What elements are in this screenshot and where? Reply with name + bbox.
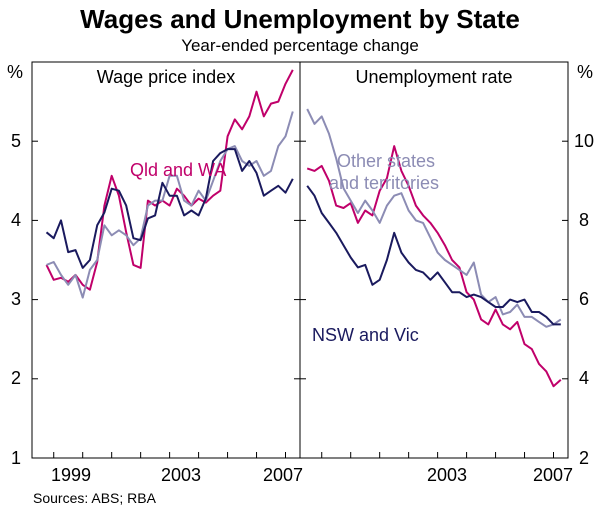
label-other-states-line2: and territories — [329, 173, 439, 193]
series-line-qld-and-wa — [45, 69, 294, 291]
left-y-tick: 3 — [11, 289, 21, 309]
panel-title-unemployment: Unemployment rate — [355, 67, 512, 87]
series-line-nsw-and-vic — [306, 185, 561, 326]
left-y-tick: 4 — [11, 210, 21, 230]
series-line-other-states-and-territories — [306, 108, 562, 328]
x-tick-label: 2003 — [161, 465, 201, 485]
wage-panel-series — [45, 69, 294, 299]
left-y-tick: 2 — [11, 368, 21, 388]
chart-subtitle: Year-ended percentage change — [181, 36, 419, 55]
x-tick-label: 1999 — [51, 465, 91, 485]
right-y-tick: 10 — [574, 131, 594, 151]
left-y-tick: 5 — [11, 131, 21, 151]
label-qld-wa: Qld and WA — [130, 160, 226, 180]
x-tick-label: 2007 — [533, 465, 573, 485]
right-y-tick: 2 — [579, 448, 589, 468]
x-tick-label: 2003 — [427, 465, 467, 485]
right-axis-unit: % — [577, 62, 593, 82]
x-tick-label: 2007 — [263, 465, 303, 485]
label-nsw-vic: NSW and Vic — [312, 325, 419, 345]
series-line-qld-and-wa — [306, 145, 562, 388]
axis-tick-marks — [32, 140, 568, 459]
left-axis-unit: % — [7, 62, 23, 82]
right-y-tick: 4 — [579, 368, 589, 388]
source-note: Sources: ABS; RBA — [33, 490, 157, 506]
right-y-tick: 6 — [579, 289, 589, 309]
series-line-nsw-and-vic — [45, 148, 294, 269]
left-y-tick: 1 — [11, 448, 21, 468]
right-y-tick: 8 — [579, 210, 589, 230]
label-other-states-line1: Other states — [337, 151, 435, 171]
panel-title-wages: Wage price index — [97, 67, 235, 87]
chart-title: Wages and Unemployment by State — [80, 4, 520, 34]
unemployment-panel-series — [306, 108, 562, 388]
